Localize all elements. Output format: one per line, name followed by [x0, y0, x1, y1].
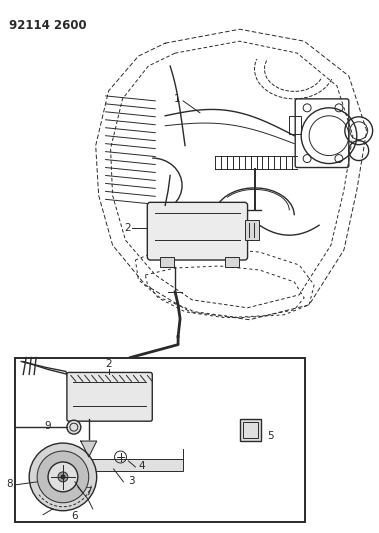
Text: 8: 8 — [7, 479, 13, 489]
Text: 92114 2600: 92114 2600 — [9, 19, 87, 33]
Text: 9: 9 — [44, 421, 51, 431]
Text: 5: 5 — [268, 431, 274, 441]
Circle shape — [37, 451, 89, 503]
Bar — [160, 257, 174, 267]
Text: 4: 4 — [138, 461, 145, 471]
FancyBboxPatch shape — [147, 203, 247, 260]
Bar — [289, 116, 301, 134]
Bar — [64, 459, 183, 471]
Circle shape — [48, 462, 78, 492]
Bar — [244, 220, 260, 240]
Text: 2: 2 — [124, 223, 130, 233]
Bar — [225, 257, 239, 267]
FancyBboxPatch shape — [67, 373, 152, 421]
Bar — [243, 422, 258, 438]
Circle shape — [61, 475, 65, 479]
Bar — [15, 358, 305, 522]
Circle shape — [67, 420, 81, 434]
Text: 2: 2 — [105, 359, 112, 369]
Circle shape — [29, 443, 97, 511]
Circle shape — [58, 472, 68, 482]
Text: 3: 3 — [128, 476, 135, 486]
Bar — [240, 419, 262, 441]
Text: 1: 1 — [174, 94, 181, 104]
Polygon shape — [81, 441, 97, 457]
Text: 6: 6 — [71, 511, 77, 521]
Text: 7: 7 — [85, 487, 91, 497]
